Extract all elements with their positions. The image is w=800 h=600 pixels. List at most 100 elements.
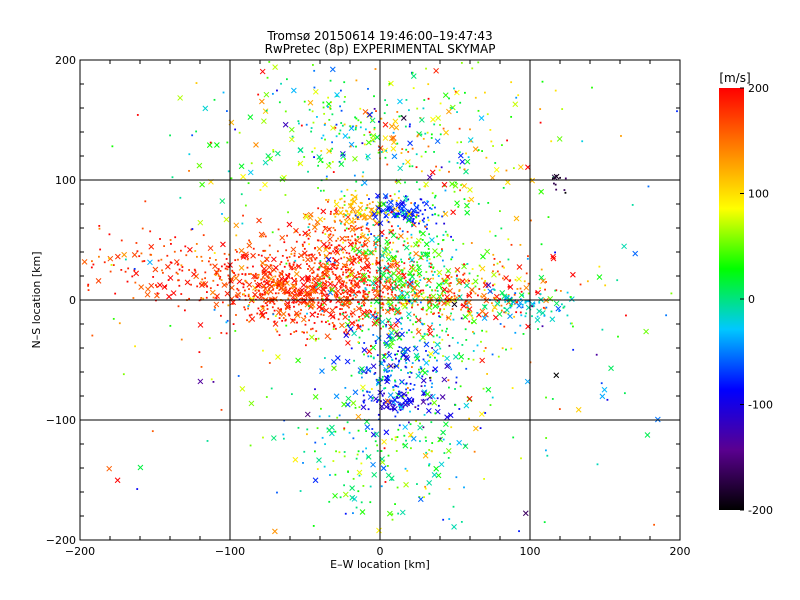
scatter-point <box>405 383 407 386</box>
scatter-point <box>343 427 346 430</box>
scatter-point <box>419 255 422 258</box>
scatter-point <box>430 270 433 273</box>
scatter-point <box>373 431 380 438</box>
scatter-point <box>373 95 375 98</box>
scatter-point <box>369 485 372 488</box>
scatter-point <box>230 299 236 306</box>
scatter-point <box>500 304 503 307</box>
scatter-point <box>318 266 321 269</box>
colorbar-tick-label: 100 <box>748 188 769 201</box>
scatter-point <box>398 403 400 406</box>
scatter-point <box>524 378 531 385</box>
scatter-point <box>333 213 335 216</box>
scatter-point <box>281 319 284 322</box>
scatter-point <box>324 283 327 286</box>
scatter-point <box>390 293 393 296</box>
scatter-point <box>365 288 368 291</box>
scatter-point <box>321 272 324 275</box>
scatter-point <box>342 251 345 254</box>
scatter-point <box>343 484 345 487</box>
scatter-point <box>360 404 367 411</box>
scatter-point <box>466 395 473 402</box>
scatter-point <box>274 292 277 295</box>
scatter-point <box>333 219 336 222</box>
scatter-point <box>418 222 420 225</box>
scatter-point <box>373 373 376 375</box>
scatter-point <box>295 357 301 364</box>
scatter-point <box>523 280 526 283</box>
scatter-point <box>412 218 415 220</box>
scatter-point <box>434 289 437 292</box>
scatter-point <box>398 284 401 286</box>
scatter-point <box>359 121 362 124</box>
scatter-point <box>350 199 353 202</box>
scatter-point <box>309 297 312 300</box>
scatter-point <box>243 289 246 292</box>
scatter-point <box>231 269 234 272</box>
scatter-point <box>405 439 407 442</box>
scatter-point <box>459 189 462 192</box>
scatter-point <box>414 279 417 282</box>
scatter-point <box>328 276 331 279</box>
scatter-point <box>109 270 112 273</box>
scatter-point <box>350 193 353 196</box>
scatter-point <box>417 424 423 431</box>
scatter-point <box>177 279 180 282</box>
scatter-point <box>510 81 513 84</box>
scatter-point <box>431 322 434 325</box>
scatter-point <box>368 230 371 233</box>
scatter-point <box>238 292 241 295</box>
scatter-point <box>601 386 608 393</box>
scatter-point <box>419 440 421 443</box>
scatter-point <box>466 306 468 309</box>
scatter-point <box>235 314 237 316</box>
scatter-point <box>429 237 435 243</box>
scatter-point <box>363 353 365 356</box>
scatter-point <box>426 174 433 181</box>
scatter-point <box>527 300 529 302</box>
scatter-point <box>342 303 345 306</box>
scatter-point <box>350 288 353 291</box>
scatter-point <box>377 311 379 314</box>
scatter-point <box>421 219 424 222</box>
scatter-point <box>331 280 334 283</box>
scatter-point <box>215 273 218 275</box>
scatter-point <box>169 324 172 327</box>
scatter-point <box>340 277 343 280</box>
scatter-point <box>417 408 419 410</box>
scatter-point <box>363 293 366 296</box>
scatter-point <box>296 300 298 303</box>
scatter-point <box>407 403 410 406</box>
scatter-point <box>442 234 445 236</box>
scatter-point <box>550 255 557 262</box>
scatter-point <box>363 296 366 299</box>
scatter-point <box>400 302 403 305</box>
scatter-point <box>329 430 335 437</box>
scatter-point <box>202 234 205 237</box>
scatter-point <box>504 307 510 313</box>
scatter-point <box>631 204 634 206</box>
scatter-point <box>126 280 129 283</box>
scatter-point <box>426 200 429 203</box>
scatter-point <box>201 278 204 281</box>
scatter-point <box>226 268 229 271</box>
scatter-point <box>136 488 139 490</box>
scatter-point <box>406 291 409 294</box>
scatter-point <box>120 239 123 242</box>
scatter-point <box>420 251 423 254</box>
scatter-point <box>364 252 367 255</box>
scatter-point <box>484 91 486 94</box>
scatter-point <box>538 301 541 304</box>
scatter-point <box>121 251 128 258</box>
scatter-point <box>266 304 269 307</box>
scatter-point <box>320 297 323 300</box>
scatter-point <box>409 382 412 385</box>
scatter-point <box>458 352 461 355</box>
scatter-point <box>451 301 458 308</box>
scatter-point <box>358 272 360 275</box>
scatter-point <box>403 240 406 243</box>
scatter-point <box>232 271 234 274</box>
scatter-point <box>455 181 457 184</box>
scatter-point <box>326 262 329 265</box>
scatter-point <box>346 212 349 215</box>
